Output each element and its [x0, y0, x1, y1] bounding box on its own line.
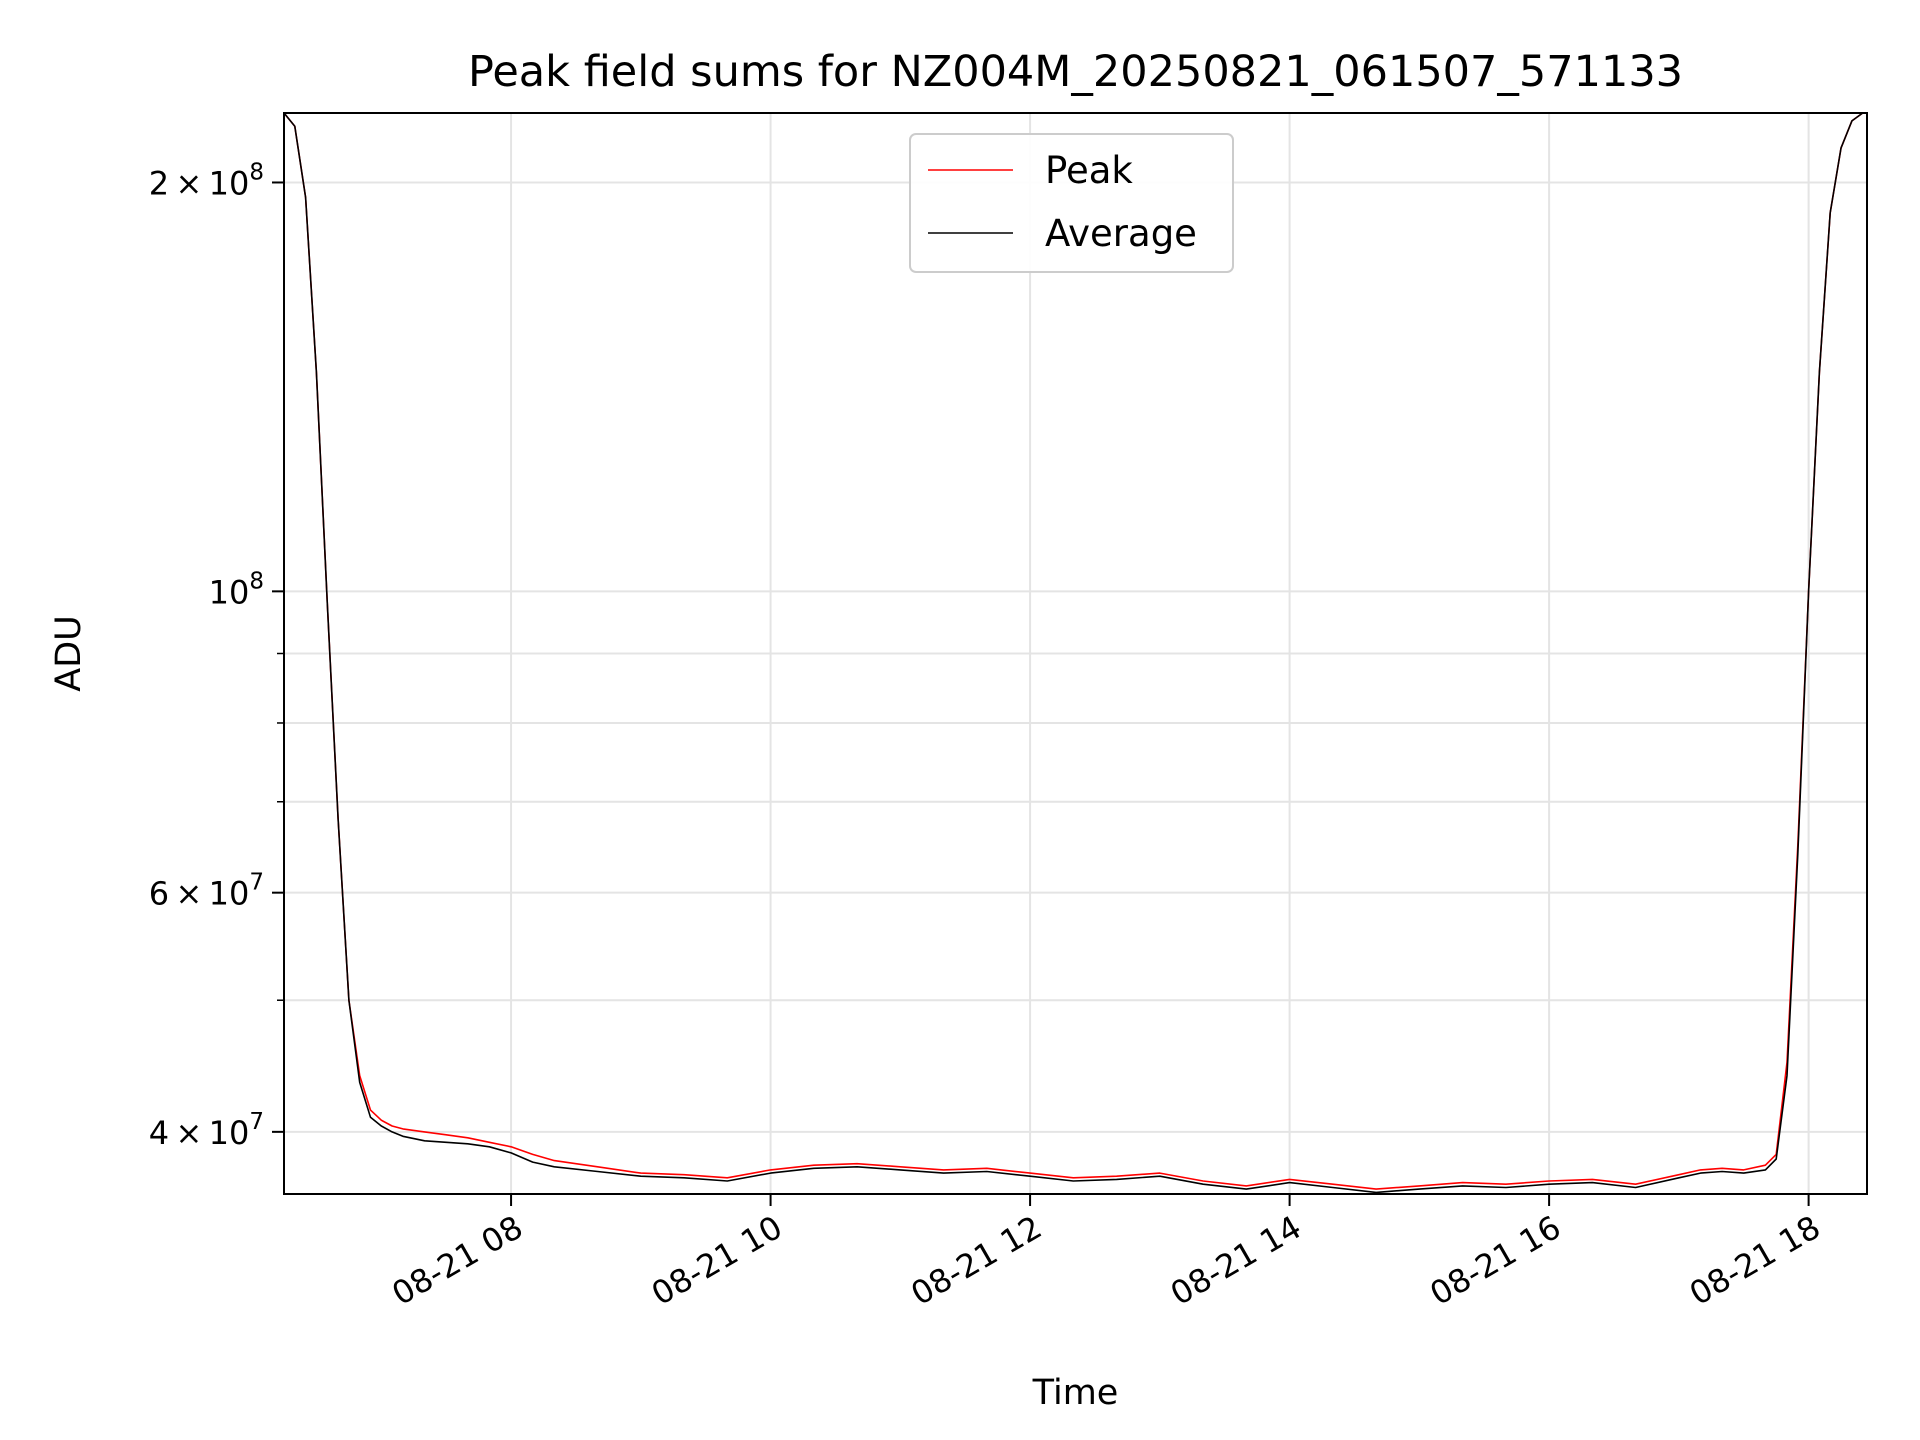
y-axis-label: ADU — [49, 615, 89, 692]
legend-label: Average — [1045, 212, 1197, 255]
plot-lines — [283, 112, 1864, 1194]
y-tick-label: 6 × 107 — [149, 870, 264, 913]
y-tick-exponent: 7 — [249, 1109, 264, 1135]
y-tick-exponent: 8 — [249, 568, 264, 594]
legend: Peak Average — [909, 133, 1234, 273]
axis-ticks — [272, 181, 1810, 1206]
y-tick-label: 2 × 108 — [149, 159, 264, 202]
y-tick-mantissa: 2 — [149, 164, 169, 202]
legend-label: Peak — [1045, 149, 1133, 192]
series-line-peak — [283, 112, 1864, 1190]
y-tick-label: 108 — [209, 568, 264, 611]
y-tick-label: 4 × 107 — [149, 1109, 264, 1152]
chart-title: Peak field sums for NZ004M_20250821_0615… — [468, 47, 1683, 97]
legend-box — [909, 133, 1234, 273]
y-tick-mantissa: 4 — [149, 1114, 169, 1152]
y-tick-mantissa: 6 — [149, 875, 169, 913]
y-tick-exponent: 7 — [249, 870, 264, 896]
plot-frame — [283, 112, 1868, 1195]
y-tick-base: 10 — [209, 573, 250, 611]
y-tick-times: × 10 — [169, 1114, 249, 1152]
y-tick-times: × 10 — [169, 164, 249, 202]
series-line-average — [283, 112, 1864, 1194]
x-axis-label: Time — [1032, 1373, 1119, 1413]
y-tick-times: × 10 — [169, 875, 249, 913]
y-tick-exponent: 8 — [249, 159, 264, 185]
